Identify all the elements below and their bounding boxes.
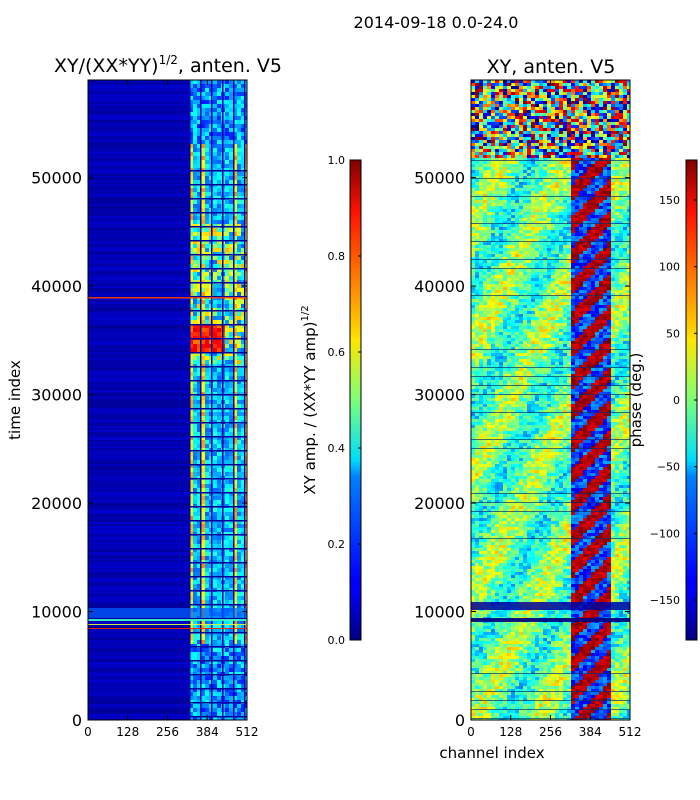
amplitude-heatmap-ytick-label: 40000: [31, 277, 82, 296]
phase-colorbar-label: phase (deg.): [627, 353, 645, 448]
amplitude-colorbar-ticks: 0.0 0.2 0.4 0.6 0.8 1.0: [328, 154, 361, 647]
phase-heatmap-ytick-label: 10000: [414, 603, 465, 622]
phase-heatmap-ytick-label: 30000: [414, 386, 465, 405]
amplitude-heatmap-xtick-label: 128: [116, 725, 139, 739]
figure-suptitle: 2014-09-18 0.0-24.0: [354, 13, 519, 32]
amplitude-heatmap-xtick-label: 0: [84, 725, 92, 739]
amplitude-colorbar-gradient: [349, 159, 362, 641]
phase-heatmap-xtick-label: 384: [579, 725, 602, 739]
amplitude-heatmap-ylabel: time index: [6, 360, 24, 440]
phase-colorbar-tick-label: 0: [673, 394, 680, 407]
phase-colorbar-tick-label: −50: [657, 461, 680, 474]
phase-heatmap-xtick-label: 128: [499, 725, 522, 739]
amplitude-colorbar-tick-label: 0.2: [328, 538, 346, 551]
amplitude-colorbar-tick-label: 0.4: [328, 442, 346, 455]
phase-colorbar-tick-label: 150: [659, 194, 680, 207]
phase-colorbar-tick-label: 100: [659, 261, 680, 274]
amplitude-heatmap-xtick-label: 384: [196, 725, 219, 739]
amplitude-colorbar: 0.0 0.2 0.4 0.6 0.8 1.0 XY amp. / (XX*YY amp)…: [300, 154, 362, 647]
amplitude-heatmap-title: XY/(XX*YY)1/2, anten. V5: [54, 53, 282, 77]
amplitude-heatmap-xtick-label: 256: [156, 725, 179, 739]
amplitude-colorbar-label: XY amp. / (XX*YY amp)1/2: [300, 305, 319, 494]
amplitude-heatmap-ytick-label: 30000: [31, 386, 82, 405]
phase-colorbar-tick-label: −150: [650, 594, 680, 607]
phase-colorbar-tick-label: −100: [650, 527, 680, 540]
phase-heatmap-xtick-label: 256: [539, 725, 562, 739]
phase-heatmap-ytick-label: 40000: [414, 277, 465, 296]
phase-heatmap-ytick-label: 20000: [414, 494, 465, 513]
amplitude-colorbar-tick-label: 0.6: [328, 346, 346, 359]
phase-heatmap-ytick-label: 0: [455, 711, 465, 730]
phase-heatmap-ytick-label: 50000: [414, 169, 465, 188]
phase-heatmap-axes: 0 128 256 384 512 0 10000 20000 30000 40000 50000: [414, 80, 641, 739]
amplitude-colorbar-tick-label: 1.0: [328, 154, 346, 167]
amplitude-colorbar-tick-label: 0.8: [328, 250, 346, 263]
amplitude-colorbar-tick-label: 0.0: [328, 634, 346, 647]
phase-heatmap-panel: XY, anten. V5 0 128 256 384 512 0 10000 20000 30…: [414, 56, 641, 762]
phase-heatmap-xtick-label: 0: [467, 725, 475, 739]
amplitude-heatmap-panel: XY/(XX*YY)1/2, anten. V5 0 128 256 384 512 0 1…: [6, 53, 282, 739]
amplitude-heatmap-axes: 0 128 256 384 512 0 10000 20000 30000 40000 50000: [31, 80, 258, 739]
amplitude-heatmap-ytick-label: 20000: [31, 494, 82, 513]
phase-heatmap-xlabel: channel index: [439, 744, 544, 762]
phase-colorbar-ticks: −150 −100 −50 0 50 100 150: [650, 194, 697, 607]
phase-colorbar: −150 −100 −50 0 50 100 150 phase (deg.): [627, 159, 698, 641]
amplitude-heatmap-ytick-label: 50000: [31, 169, 82, 188]
amplitude-heatmap-image: [88, 80, 247, 720]
phase-colorbar-tick-label: 50: [666, 327, 680, 340]
phase-heatmap-image: [471, 80, 630, 720]
amplitude-heatmap-xtick-label: 512: [236, 725, 259, 739]
amplitude-heatmap-ytick-label: 0: [72, 711, 82, 730]
amplitude-heatmap-ytick-label: 10000: [31, 603, 82, 622]
phase-heatmap-xtick-label: 512: [619, 725, 642, 739]
phase-heatmap-title: XY, anten. V5: [487, 56, 616, 78]
